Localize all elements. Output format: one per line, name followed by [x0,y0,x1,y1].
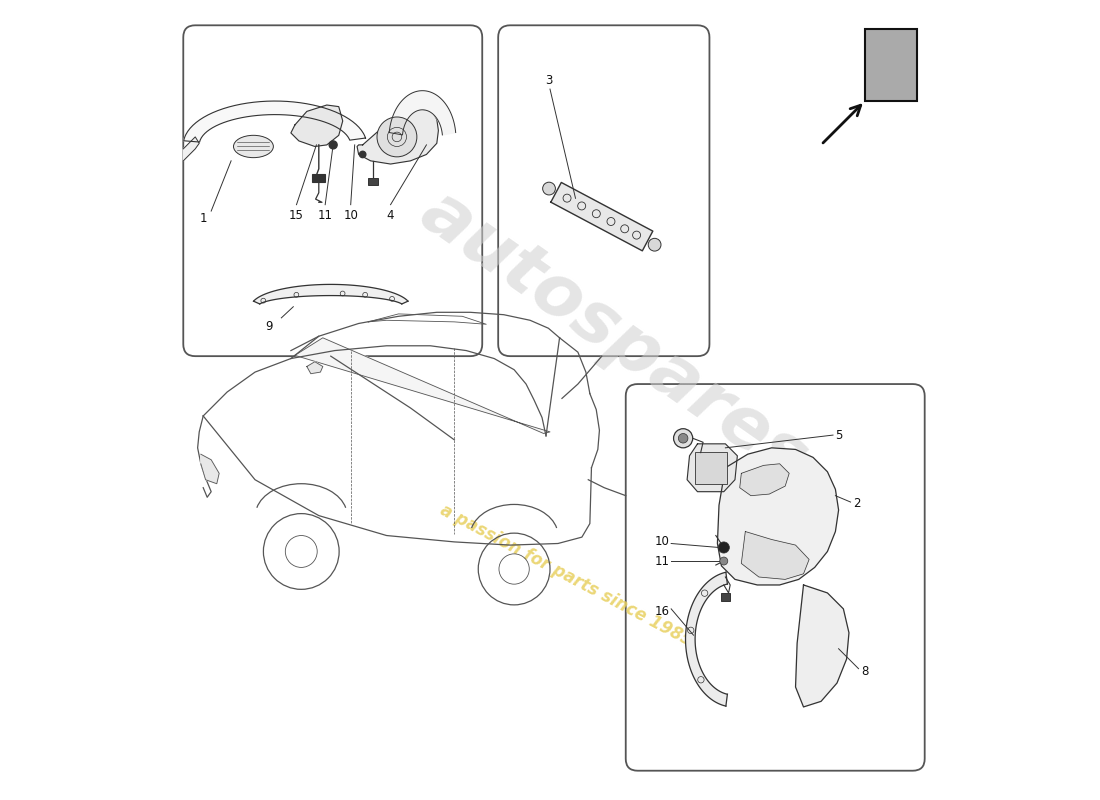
Text: a passion for parts since 1985: a passion for parts since 1985 [437,501,695,650]
Text: 11: 11 [318,209,332,222]
Ellipse shape [233,135,274,158]
FancyBboxPatch shape [312,174,326,182]
Polygon shape [201,454,219,484]
Polygon shape [290,105,343,146]
FancyBboxPatch shape [368,178,377,185]
Circle shape [329,141,337,149]
Polygon shape [795,585,849,707]
Polygon shape [184,101,365,142]
Circle shape [377,117,417,157]
Circle shape [673,429,693,448]
Polygon shape [307,362,322,374]
Polygon shape [295,338,550,434]
Circle shape [719,557,728,565]
FancyBboxPatch shape [184,26,482,356]
FancyBboxPatch shape [865,30,916,101]
Polygon shape [253,285,408,304]
Text: 9: 9 [265,320,273,334]
Polygon shape [551,182,652,251]
Polygon shape [717,448,838,585]
Circle shape [718,542,729,553]
FancyBboxPatch shape [695,452,727,484]
Text: 16: 16 [654,605,670,618]
Circle shape [679,434,688,443]
Text: autospares: autospares [407,178,821,495]
FancyBboxPatch shape [626,384,925,770]
FancyBboxPatch shape [720,593,730,601]
Circle shape [648,238,661,251]
Text: 1: 1 [199,212,207,225]
Polygon shape [389,90,455,135]
Polygon shape [741,531,810,579]
Text: 15: 15 [289,209,304,222]
Polygon shape [184,137,199,161]
Polygon shape [358,109,439,164]
Text: 4: 4 [387,209,394,222]
Circle shape [542,182,556,195]
Polygon shape [688,444,737,492]
Text: 5: 5 [835,430,843,442]
Circle shape [360,151,366,158]
Text: 8: 8 [861,665,868,678]
Polygon shape [739,464,789,496]
Polygon shape [685,572,727,706]
Text: 10: 10 [343,209,359,222]
Text: 2: 2 [852,497,860,510]
Text: 11: 11 [654,554,670,567]
Text: 10: 10 [654,535,670,549]
Text: 3: 3 [544,74,552,86]
FancyBboxPatch shape [498,26,710,356]
